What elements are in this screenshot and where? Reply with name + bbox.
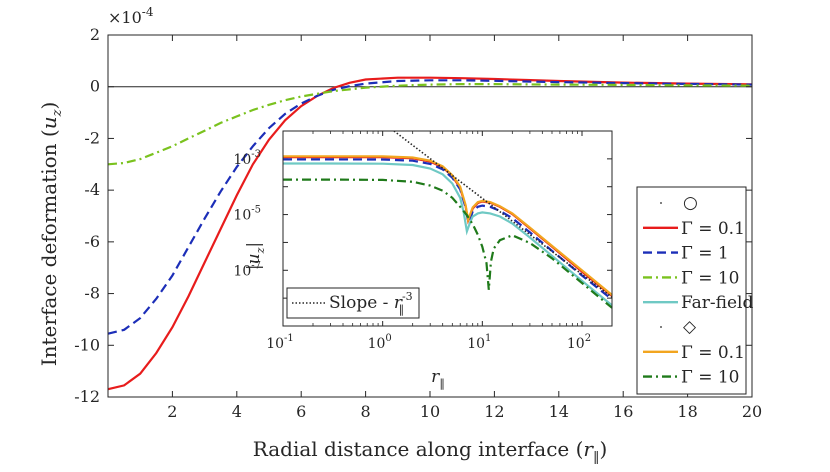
y-tick-label: -4 bbox=[84, 180, 100, 199]
legend-label: Far-field bbox=[681, 293, 753, 313]
y-tick-label: -12 bbox=[74, 387, 100, 406]
exponent-power: -4 bbox=[142, 5, 154, 19]
main-legend-box bbox=[636, 186, 747, 395]
inset-x-tick-label: 100 bbox=[368, 333, 392, 352]
inset-y-subscript: z bbox=[254, 247, 267, 254]
legend-entry: Γ = 1 bbox=[643, 244, 729, 264]
inset-y-axis-title: |uz| bbox=[244, 242, 267, 270]
exponent-base: ×10 bbox=[108, 8, 142, 27]
y-tick-label: 0 bbox=[90, 77, 100, 96]
x-tick-label: 2 bbox=[167, 402, 177, 421]
legend-entry: Γ = 10 bbox=[643, 368, 739, 388]
y-axis-title-symbol: u bbox=[37, 116, 61, 129]
main-axes-frame bbox=[107, 34, 753, 398]
legend-entry: Far-field bbox=[643, 293, 753, 313]
inset-series-line bbox=[283, 162, 613, 307]
legend-entry: Γ = 0.1 bbox=[643, 219, 745, 239]
x-axis-title-close: ) bbox=[599, 437, 607, 461]
inset-legend-label: Slope - r-3 ‖ bbox=[329, 290, 413, 317]
inset-x-tick-label: 101 bbox=[467, 333, 491, 352]
y-axis-title-close: ) bbox=[37, 102, 61, 110]
x-tick-label: 8 bbox=[361, 402, 371, 421]
x-tick-label: 20 bbox=[742, 402, 762, 421]
x-tick-label: 18 bbox=[677, 402, 697, 421]
inset-legend-prefix: Slope - bbox=[329, 293, 394, 313]
legend-entry: ◇ bbox=[660, 317, 697, 337]
series-line bbox=[107, 79, 753, 335]
x-tick-label: 10 bbox=[420, 402, 440, 421]
y-axis-title-text: Interface deformation ( bbox=[37, 129, 61, 366]
x-axis-title-text: Radial distance along interface ( bbox=[253, 437, 584, 461]
x-tick-label: 16 bbox=[613, 402, 633, 421]
inset-series-group bbox=[283, 130, 613, 309]
legend-label: Γ = 1 bbox=[681, 244, 729, 264]
inset-legend-sub: ‖ bbox=[399, 303, 405, 317]
inset-legend-sym: r bbox=[394, 293, 403, 313]
legend-entry: Γ = 10 bbox=[643, 268, 739, 288]
x-axis-title-symbol: r bbox=[583, 437, 594, 461]
inset-x-axis-title: r‖ bbox=[431, 367, 445, 391]
legend-entry: Γ = 0.1 bbox=[643, 343, 745, 363]
series-line bbox=[107, 83, 753, 166]
inset-y-tick-label: 10-5 bbox=[233, 205, 261, 224]
legend-dot bbox=[660, 202, 662, 204]
y-tick-label: -8 bbox=[84, 284, 100, 303]
main-ticks-group: 2 4 6 8 10 12 14 16 18 20 -12 -10 -8 -6 -4 -2 0 2 bbox=[74, 25, 762, 421]
y-axis-title-subscript: z bbox=[50, 109, 65, 117]
legend-label: Γ = 0.1 bbox=[681, 219, 745, 239]
x-tick-label: 4 bbox=[232, 402, 242, 421]
legend-label: Γ = 10 bbox=[681, 268, 739, 288]
inset-series-line bbox=[393, 130, 613, 298]
series-line bbox=[107, 76, 753, 391]
legend-label: Γ = 0.1 bbox=[681, 343, 745, 363]
inset-series-line bbox=[283, 155, 613, 296]
inset-legend-exp: -3 bbox=[402, 290, 413, 303]
legend-marker-symbol: ◇ bbox=[683, 317, 697, 337]
inset-legend: Slope - r-3 ‖ bbox=[286, 287, 420, 319]
x-tick-label: 12 bbox=[484, 402, 504, 421]
y-tick-label: -10 bbox=[74, 335, 100, 354]
x-tick-label: 14 bbox=[549, 402, 569, 421]
legend-marker-symbol: ○ bbox=[683, 193, 698, 213]
x-tick-label: 6 bbox=[296, 402, 306, 421]
inset-x-subscript: ‖ bbox=[439, 377, 445, 391]
x-axis-title-subscript: ‖ bbox=[593, 450, 600, 465]
y-tick-label: -2 bbox=[84, 128, 100, 147]
inset-x-symbol: r bbox=[431, 367, 440, 387]
y-tick-label: -6 bbox=[84, 232, 100, 251]
legend-label: Γ = 10 bbox=[681, 368, 739, 388]
y-exponent-label: ×10-4 bbox=[108, 5, 154, 27]
inset-series-line bbox=[283, 178, 613, 309]
main-legend: ○ Γ = 0.1 Γ = 1 Γ = 10 Far-field ◇ Γ = 0.1 Γ = … bbox=[636, 186, 753, 395]
main-series-group bbox=[107, 76, 753, 391]
inset-y-symbol: |u bbox=[244, 253, 264, 270]
legend-entry: ○ bbox=[660, 193, 698, 213]
legend-dot bbox=[660, 326, 662, 328]
y-tick-label: 2 bbox=[90, 25, 100, 44]
inset-series-line bbox=[283, 158, 613, 301]
x-axis-title: Radial distance along interface (r‖) bbox=[253, 437, 608, 465]
inset-y-close: | bbox=[244, 242, 264, 248]
inset-x-tick-label: 102 bbox=[567, 333, 591, 352]
inset-y-tick-label: 10-3 bbox=[233, 149, 261, 168]
inset-axes-frame bbox=[282, 130, 613, 327]
inset-y-tick-label: 10-7 bbox=[233, 260, 261, 279]
y-axis-title: Interface deformation (uz) bbox=[37, 102, 65, 367]
inset-legend-box bbox=[286, 287, 420, 319]
inset-ticks-group: 10-1 100 101 102 10-3 10-5 10-7 bbox=[233, 130, 613, 352]
inset-x-tick-label: 10-1 bbox=[266, 333, 294, 352]
